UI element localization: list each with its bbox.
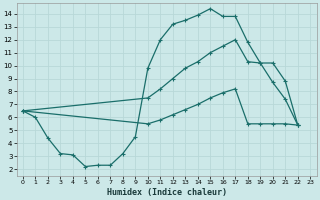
X-axis label: Humidex (Indice chaleur): Humidex (Indice chaleur) (107, 188, 227, 197)
